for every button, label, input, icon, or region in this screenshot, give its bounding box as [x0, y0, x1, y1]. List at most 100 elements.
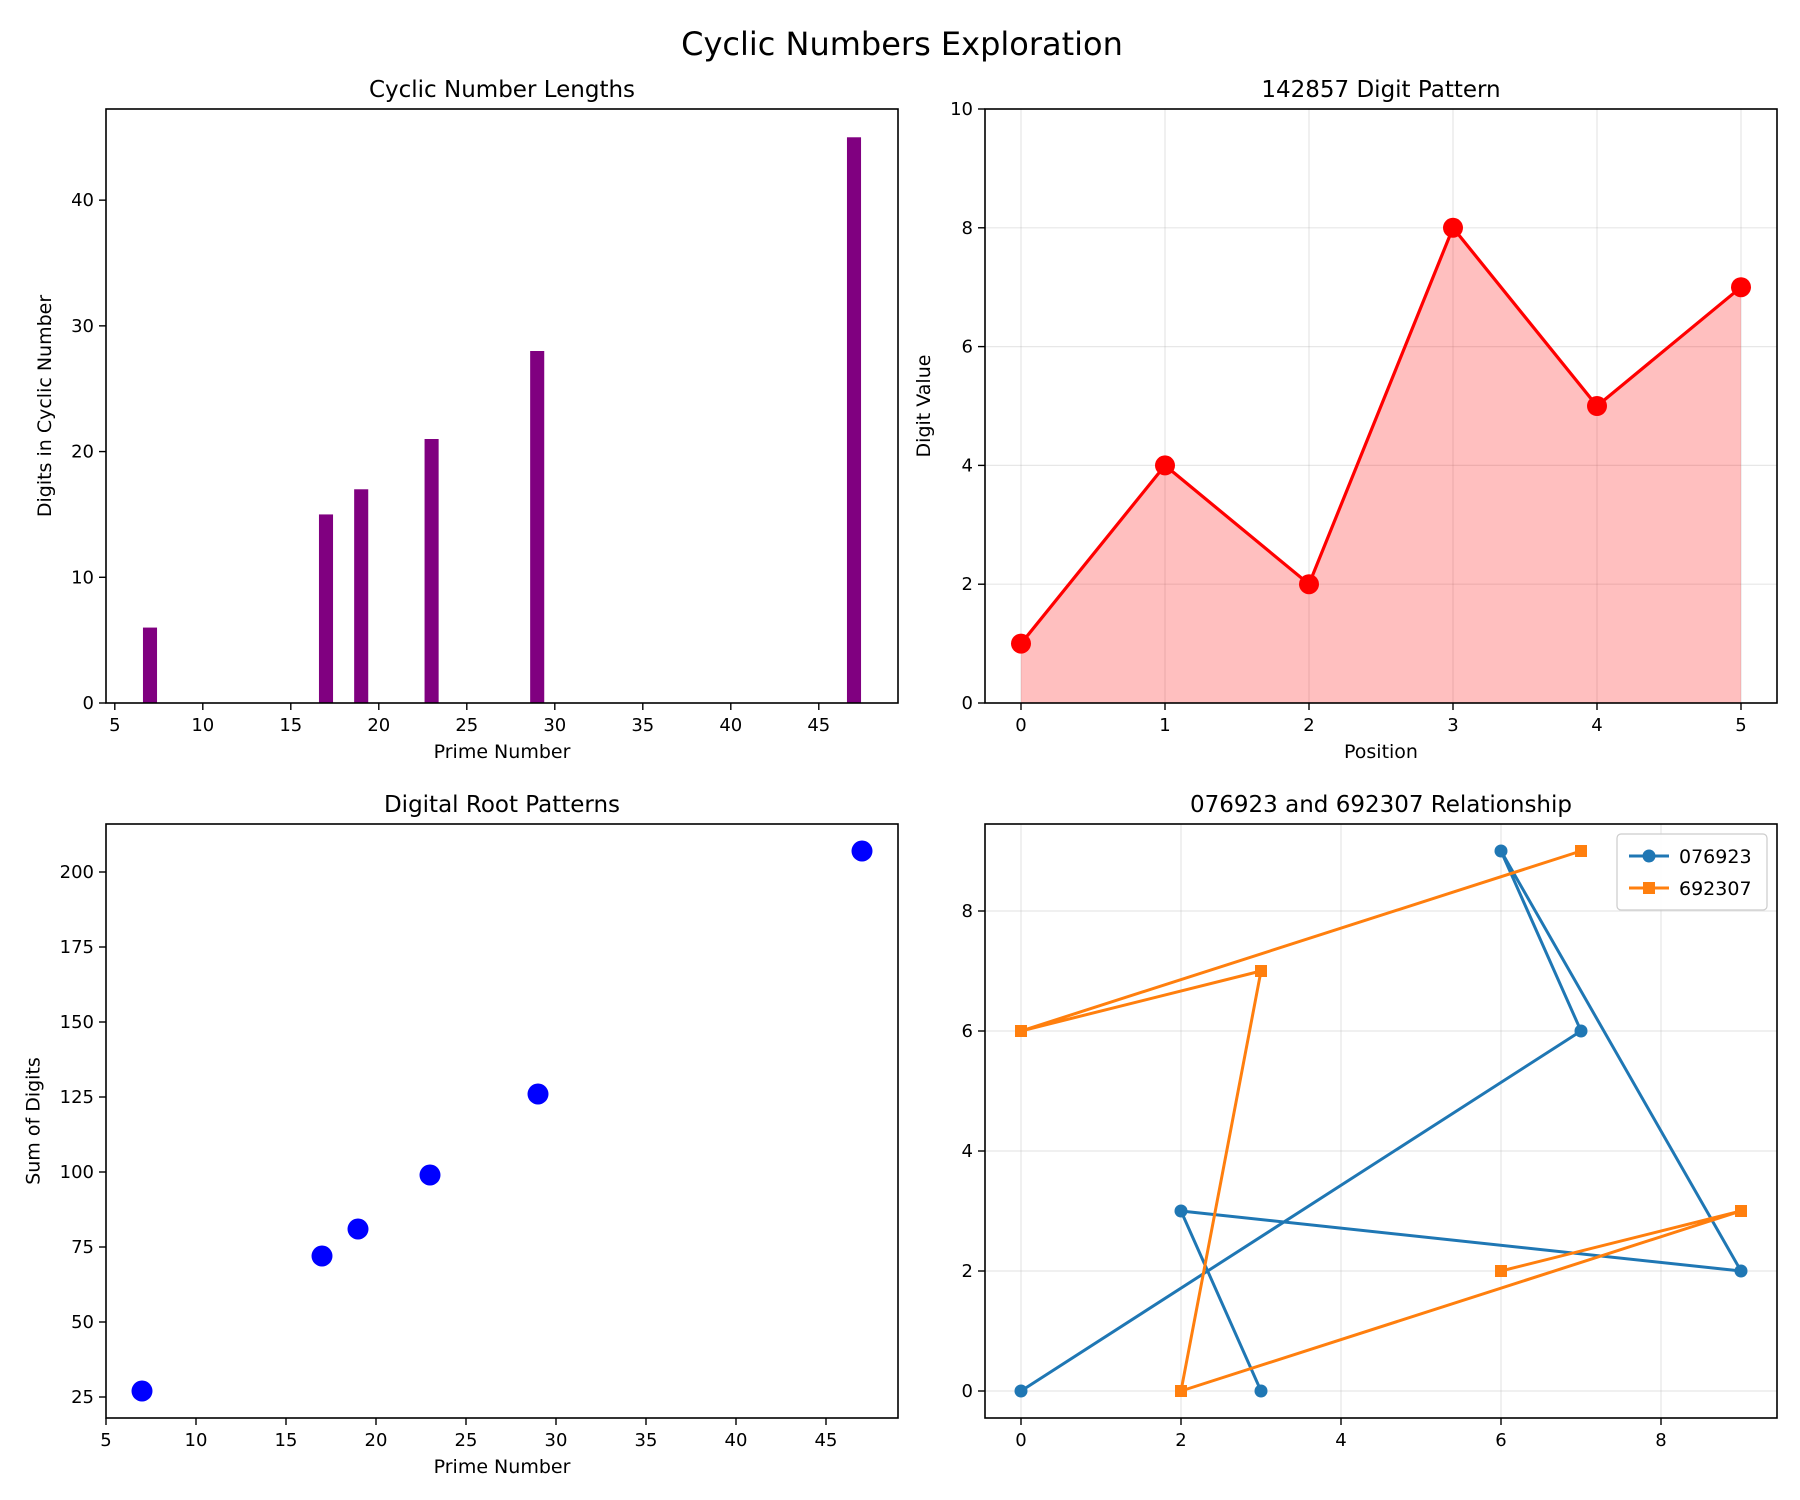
y-tick-label: 10 [950, 99, 973, 120]
x-tick-label: 0 [1015, 1430, 1026, 1451]
y-tick-label: 8 [962, 218, 973, 239]
x-tick-label: 35 [631, 715, 654, 736]
x-tick-label: 25 [455, 1430, 478, 1451]
x-axis-label: Prime Number [434, 1456, 571, 1478]
series-line-076923 [1020, 849, 1743, 1393]
x-tick-label: 15 [275, 1430, 298, 1451]
y-tick-label: 20 [71, 442, 94, 463]
bar-p7 [142, 627, 158, 703]
point-pos5 [1731, 277, 1751, 298]
panel-digits142857: 0 1 2 3 4 5 0 2 4 6 8 10 142857 Digit Pattern Positio… [913, 77, 1778, 763]
y-tick-label: 175 [60, 937, 94, 958]
x-tick-label: 35 [635, 1430, 658, 1451]
legend-entry-076923: 076923 [1679, 846, 1752, 868]
x-tick-label: 4 [1335, 1430, 1346, 1451]
legend: 076923 692307 [1616, 833, 1768, 911]
x-tick-label: 1 [1159, 715, 1170, 736]
marker-692307 [1495, 1265, 1507, 1277]
x-tick-label: 10 [185, 1430, 208, 1451]
marker-076923 [1014, 1384, 1028, 1398]
panel-digitalroot: 5 10 15 20 25 30 35 40 45 25 50 75 100 125 150 175 200 Di… [23, 792, 899, 1478]
point-p29 [527, 1083, 549, 1105]
x-tick-label: 5 [1735, 715, 1746, 736]
x-tick-label: 30 [543, 715, 566, 736]
data-digitalroot [131, 840, 873, 1402]
point-pos0 [1011, 633, 1031, 654]
y-tick-label: 25 [71, 1387, 94, 1408]
y-tick-label: 6 [962, 1021, 973, 1042]
panel-title: 142857 Digit Pattern [1261, 77, 1500, 103]
point-p7 [131, 1380, 153, 1402]
series-line-692307 [1019, 849, 1743, 1393]
x-axis-label: Position [1344, 741, 1418, 763]
panel-title: Digital Root Patterns [384, 792, 620, 818]
y-axis-label: Sum of Digits [23, 1057, 45, 1185]
axes-frame [984, 823, 1778, 1419]
y-tick-label: 75 [71, 1237, 94, 1258]
panel-title: Cyclic Number Lengths [369, 77, 635, 103]
x-tick-label: 15 [279, 715, 302, 736]
x-tick-label: 25 [455, 715, 478, 736]
x-tick-label: 5 [100, 1430, 111, 1451]
x-tick-label: 40 [719, 715, 742, 736]
marker-692307 [1575, 845, 1587, 857]
point-p17 [311, 1245, 333, 1267]
y-tick-label: 4 [962, 455, 973, 476]
x-tick-label: 30 [545, 1430, 568, 1451]
marker-076923 [1494, 844, 1508, 858]
x-tick-label: 45 [815, 1430, 838, 1451]
marker-692307 [1735, 1205, 1747, 1217]
marker-076923 [1574, 1024, 1588, 1038]
panel-relationship: 0 2 4 6 8 0 2 4 6 8 076923 and 692307 Relationship… [962, 792, 1778, 1451]
x-axis-label: Prime Number [434, 741, 571, 763]
y-axis-label: Digits in Cyclic Number [34, 295, 56, 518]
axes-frame [984, 108, 1778, 704]
legend-marker-692307 [1643, 882, 1655, 894]
y-tick-label: 4 [962, 1141, 973, 1162]
marker-076923 [1174, 1204, 1188, 1218]
y-tick-label: 8 [962, 901, 973, 922]
x-tick-label: 45 [807, 715, 830, 736]
marker-692307 [1015, 1025, 1027, 1037]
y-tick-label: 2 [962, 574, 973, 595]
x-tick-label: 10 [191, 715, 214, 736]
x-tick-label: 0 [1015, 715, 1026, 736]
marker-076923 [1734, 1264, 1748, 1278]
x-tick-label: 20 [365, 1430, 388, 1451]
x-tick-label: 2 [1303, 715, 1314, 736]
legend-marker-076923 [1642, 849, 1656, 863]
y-tick-label: 125 [60, 1087, 94, 1108]
bar-p47 [846, 137, 862, 704]
y-tick-label: 30 [71, 316, 94, 337]
x-tick-label: 20 [367, 715, 390, 736]
y-tick-label: 0 [962, 1381, 973, 1402]
data-lengths [142, 137, 862, 704]
series-line [1019, 226, 1743, 645]
panel-title: 076923 and 692307 Relationship [1190, 792, 1572, 818]
y-tick-label: 10 [71, 567, 94, 588]
y-tick-label: 6 [962, 337, 973, 358]
bar-p19 [354, 489, 369, 703]
y-tick-label: 150 [60, 1012, 94, 1033]
x-tick-label: 8 [1655, 1430, 1666, 1451]
marker-076923 [1254, 1384, 1268, 1398]
point-pos3 [1443, 217, 1463, 238]
data-relationship [1014, 844, 1748, 1398]
figure-title: Cyclic Numbers Exploration [681, 25, 1123, 63]
axes-frame [105, 108, 899, 704]
x-tick-label: 3 [1447, 715, 1458, 736]
point-pos2 [1299, 574, 1319, 595]
x-tick-label: 40 [725, 1430, 748, 1451]
y-tick-label: 0 [962, 693, 973, 714]
point-p19 [347, 1218, 369, 1240]
area-fill [1021, 227, 1741, 704]
panel-lengths: 5 10 15 20 25 30 35 40 45 0 10 20 30 40 Cyclic Number … [34, 77, 899, 763]
bar-p23 [424, 439, 439, 703]
y-tick-label: 2 [962, 1261, 973, 1282]
marker-692307 [1175, 1385, 1187, 1397]
y-tick-label: 200 [60, 862, 94, 883]
y-tick-label: 40 [71, 190, 94, 211]
x-tick-label: 5 [109, 715, 120, 736]
